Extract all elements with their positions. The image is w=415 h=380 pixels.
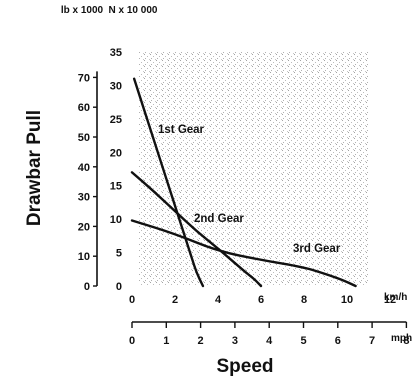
curves-group: 1st Gear 2nd Gear 3rd Gear xyxy=(130,77,357,288)
curve-3 xyxy=(130,219,357,288)
x-tick-label-mph: 7 xyxy=(369,335,375,347)
y-unit-n: N x 10 000 xyxy=(109,5,158,16)
y-tick-label-lb: 30 xyxy=(78,192,90,204)
y-unit-lb: lb x 1000 xyxy=(61,5,104,16)
x-tick-label-mph: 5 xyxy=(300,335,306,347)
x-tick-label-mph: 3 xyxy=(232,335,238,347)
x-axis-title: Speed xyxy=(216,356,273,377)
x-unit-kmh: km/h xyxy=(384,292,407,303)
x-tick-label-mph: 8 xyxy=(403,335,409,347)
y-tick-label-n: 5 xyxy=(116,248,122,260)
x-tick-label-kmh: 10 xyxy=(341,294,353,306)
curve-2 xyxy=(130,171,263,288)
y-axis-title: Drawbar Pull xyxy=(24,110,45,226)
curve-label-3: 3rd Gear xyxy=(293,243,341,255)
curve-label-2: 2nd Gear xyxy=(194,213,244,225)
x-tick-label-kmh: 2 xyxy=(172,294,178,306)
y-tick-label-lb: 60 xyxy=(78,102,90,114)
y-tick-label-n: 20 xyxy=(110,147,122,159)
y-tick-label-lb: 20 xyxy=(78,221,90,233)
x-tick-label-kmh: 4 xyxy=(215,294,222,306)
y-tick-label-lb: 10 xyxy=(78,251,90,263)
plot-area-background xyxy=(139,52,369,286)
curve-label-1: 1st Gear xyxy=(158,124,205,136)
y-tick-label-n: 35 xyxy=(110,47,122,59)
x-tick-label-mph: 2 xyxy=(198,335,204,347)
x-tick-label-kmh: 6 xyxy=(258,294,264,306)
y-tick-label-n: 10 xyxy=(110,214,122,226)
y-tick-label-n: 0 xyxy=(116,281,122,293)
x-tick-label-mph: 6 xyxy=(335,335,341,347)
x-tick-label-kmh: 8 xyxy=(301,294,307,306)
y-tick-label-n: 25 xyxy=(110,114,122,126)
x-tick-label-mph: 0 xyxy=(129,335,135,347)
y-tick-label-lb: 0 xyxy=(84,281,90,293)
x-tick-label-mph: 4 xyxy=(266,335,273,347)
y-tick-label-lb: 50 xyxy=(78,132,90,144)
x-tick-label-kmh: 0 xyxy=(129,294,135,306)
x-tick-label-kmh: 12 xyxy=(384,294,396,306)
y-tick-label-lb: 70 xyxy=(78,72,90,84)
x-unit-mph: mph xyxy=(391,333,412,344)
y-tick-label-lb: 40 xyxy=(78,162,90,174)
curve-1 xyxy=(132,77,205,288)
y-tick-label-n: 30 xyxy=(110,80,122,92)
y-tick-label-n: 15 xyxy=(110,181,122,193)
x-tick-label-mph: 1 xyxy=(163,335,169,347)
